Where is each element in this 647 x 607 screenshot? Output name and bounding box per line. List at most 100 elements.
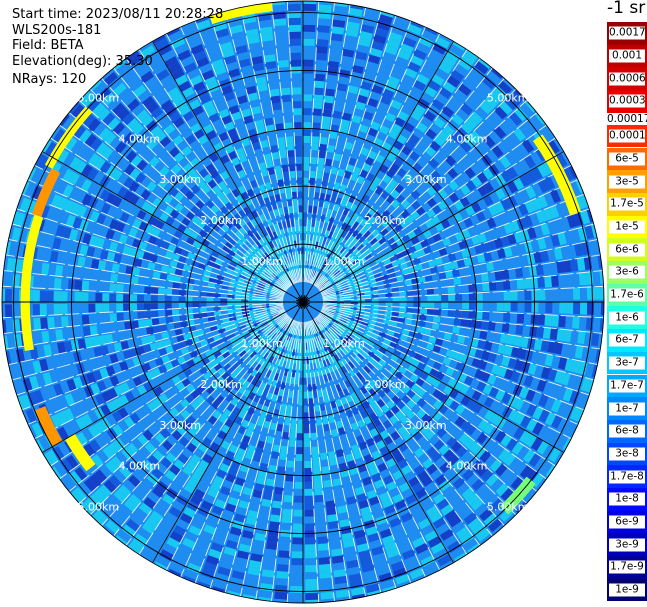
radar-cell [372,253,381,261]
radar-cell [185,296,193,302]
radar-cell [360,260,369,268]
radar-cell [349,245,357,253]
radar-cell [176,140,188,152]
radar-cell [410,210,420,220]
radar-cell [332,329,339,336]
radar-cell [459,140,472,153]
radar-cell [237,185,246,195]
radar-cell [510,346,520,358]
radar-cell [121,524,136,538]
radar-cell [225,329,234,336]
radar-cell [174,328,183,337]
radar-cell [291,80,302,88]
radar-cell [132,84,147,98]
radar-cell [378,249,387,257]
radar-cell [264,252,271,260]
radar-cell [281,283,288,290]
radar-cell [407,61,421,73]
radar-cell [324,193,331,202]
radar-cell [129,294,138,302]
radar-cell [207,228,217,238]
radar-cell [220,298,228,302]
radar-cell [372,393,382,403]
radar-cell [358,124,369,134]
radar-cell [290,262,294,270]
radar-cell [467,274,475,284]
radar-cell [218,108,230,119]
radar-cell [102,239,112,251]
radar-cell [461,77,476,91]
radar-cell [45,207,57,221]
radar-cell [317,315,324,322]
radar-cell [286,199,293,207]
radar-cell [328,53,341,63]
radar-cell [500,235,510,247]
radar-cell [456,445,468,458]
radar-cell [233,222,242,231]
radar-cell [341,532,354,542]
radar-cell [203,470,215,481]
radar-cell [150,287,159,295]
radar-cell [582,394,590,408]
radar-cell [349,287,357,292]
radar-cell [248,296,256,300]
radar-cell [362,512,374,523]
radar-cell [346,559,360,569]
radar-cell [242,457,252,467]
radar-cell [491,364,501,375]
radar-cell [442,356,452,366]
radar-cell [387,390,396,399]
radar-cell [367,127,378,137]
radar-cell [401,234,411,243]
radar-cell [340,340,347,348]
radar-cell [163,141,176,153]
radar-cell [283,115,293,123]
radar-cell [592,317,601,331]
radar-cell [237,336,246,344]
radar-cell [201,381,211,390]
radar-cell [543,381,554,395]
radar-cell [454,145,467,158]
radar-cell [345,552,358,562]
radar-cell [109,313,118,323]
radar-cell [365,188,374,198]
radar-cell [281,338,287,346]
radar-cell [42,140,52,153]
radar-cell [262,110,273,120]
radar-cell [3,335,9,350]
radar-cell [267,131,276,140]
ray-separator [5,254,284,300]
radar-cell [192,302,200,308]
radar-cell [386,425,397,435]
radar-cell [587,379,594,393]
radar-cell [333,269,341,276]
radar-cell [254,224,262,233]
radar-cell [266,369,273,378]
radar-cell [111,169,123,182]
radar-cell [332,110,342,119]
radar-cell [429,511,443,524]
radar-cell [334,314,342,319]
radar-cell [68,156,81,171]
radar-cell [121,112,135,126]
radar-cell [205,555,220,566]
radar-cell [468,366,478,377]
radar-cell [248,307,256,311]
radar-cell [268,210,275,219]
radar-cell [109,303,117,313]
radar-cell [377,101,389,112]
radar-cell [206,386,215,395]
radar-cell [510,476,524,491]
radar-cell [199,297,207,302]
radar-cell [250,227,258,236]
radar-cell [397,110,409,122]
radar-cell [291,551,303,559]
radar-cell [259,97,270,106]
radar-cell [364,305,372,309]
radar-cell [405,284,413,291]
radar-cell [208,255,217,263]
radar-cell [328,323,335,330]
radar-cell [358,327,366,333]
radar-cell [303,101,312,109]
radar-cell [347,282,356,287]
